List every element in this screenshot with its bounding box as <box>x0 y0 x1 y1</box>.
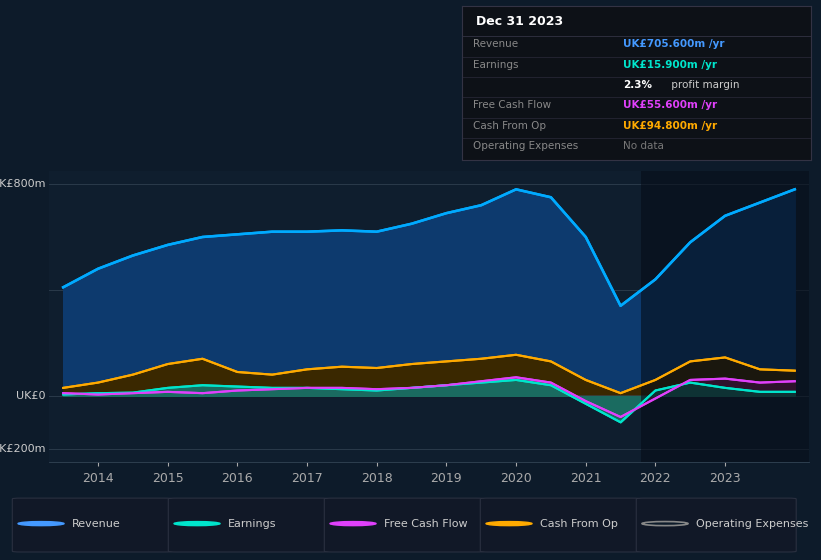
FancyBboxPatch shape <box>324 498 484 552</box>
Text: Free Cash Flow: Free Cash Flow <box>473 100 551 110</box>
Text: UK£0: UK£0 <box>16 391 45 401</box>
Text: -UK£200m: -UK£200m <box>0 444 45 454</box>
Text: Free Cash Flow: Free Cash Flow <box>384 519 468 529</box>
Text: Earnings: Earnings <box>473 60 518 70</box>
Circle shape <box>174 521 220 526</box>
Text: UK£15.900m /yr: UK£15.900m /yr <box>623 60 717 70</box>
Text: Operating Expenses: Operating Expenses <box>696 519 809 529</box>
FancyBboxPatch shape <box>636 498 796 552</box>
Text: Operating Expenses: Operating Expenses <box>473 141 578 151</box>
Text: No data: No data <box>623 141 663 151</box>
Circle shape <box>18 521 64 526</box>
Text: Cash From Op: Cash From Op <box>540 519 618 529</box>
Bar <box>641 171 809 462</box>
Text: 2.3%: 2.3% <box>623 80 652 90</box>
Text: UK£94.800m /yr: UK£94.800m /yr <box>623 121 717 131</box>
FancyBboxPatch shape <box>168 498 328 552</box>
Text: Revenue: Revenue <box>473 39 518 49</box>
Text: Dec 31 2023: Dec 31 2023 <box>476 15 563 28</box>
Circle shape <box>330 521 376 526</box>
Text: Revenue: Revenue <box>72 519 121 529</box>
Text: UK£800m: UK£800m <box>0 179 45 189</box>
Text: Earnings: Earnings <box>228 519 277 529</box>
Text: profit margin: profit margin <box>668 80 740 90</box>
Text: UK£55.600m /yr: UK£55.600m /yr <box>623 100 717 110</box>
Text: Cash From Op: Cash From Op <box>473 121 546 131</box>
Text: UK£705.600m /yr: UK£705.600m /yr <box>623 39 724 49</box>
FancyBboxPatch shape <box>480 498 640 552</box>
Circle shape <box>486 521 532 526</box>
Circle shape <box>642 521 688 526</box>
FancyBboxPatch shape <box>12 498 172 552</box>
